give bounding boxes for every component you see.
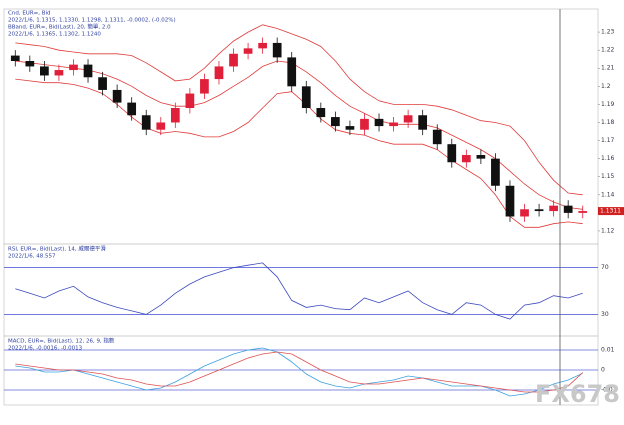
y-tick-label: 1.12 — [601, 227, 615, 234]
candle-body — [374, 118, 384, 127]
y-tick-label: 30 — [601, 311, 609, 318]
panel-title: RSI, EUR=, Bid(Last), 14, 威爾德平滑 — [8, 245, 106, 253]
candle-body — [214, 66, 224, 80]
candle-body — [40, 66, 49, 76]
y-tick-label: 0 — [601, 367, 605, 374]
candle-body — [520, 209, 529, 217]
band-upper — [15, 24, 583, 196]
panel-subtitle: 2022/1/6, 1.1315, 1.1330, 1.1298, 1.1311… — [8, 18, 176, 24]
y-tick-label: -0.01 — [601, 387, 617, 394]
candle-body — [345, 126, 355, 130]
candle-body — [534, 209, 544, 212]
y-tick-label: 1.19 — [601, 101, 615, 108]
candle-body — [432, 129, 442, 145]
candle-body — [549, 205, 558, 212]
candle-body — [272, 42, 282, 58]
candle-body — [447, 144, 457, 163]
y-tick-label: 1.17 — [601, 137, 615, 144]
candle-body — [185, 93, 195, 109]
watermark: FX678 — [535, 380, 620, 408]
candle-body — [563, 205, 573, 213]
y-tick-label: 1.15 — [601, 173, 615, 180]
candle-body — [112, 89, 122, 103]
candle-body — [578, 211, 588, 213]
candle-body — [403, 115, 413, 123]
panel-subtitle: 2022/1/6, 48.557 — [8, 254, 56, 260]
band-legend: BBand, EUR=, Bid(Last), 20, 簡單, 2.0 — [8, 23, 111, 31]
candle-body — [69, 64, 78, 71]
panel-title: Cnd, EUR=, Bid — [8, 11, 51, 17]
panel-title: MACD, EUR=, Bid(Last), 12, 26, 9, 指數 — [8, 337, 115, 345]
y-tick-label: 1.18 — [601, 119, 615, 126]
candle-body — [287, 57, 297, 87]
y-tick-label: 1.2 — [601, 83, 611, 90]
last-price-tag — [598, 207, 624, 216]
panel-subtitle: 2022/1/6, -0.0016, -0.0013 — [8, 346, 83, 352]
candle-body — [418, 115, 428, 130]
series-line — [15, 262, 583, 320]
candle-body — [25, 61, 35, 67]
y-tick-label: 1.14 — [601, 191, 615, 198]
y-tick-label: 1.16 — [601, 155, 615, 162]
frame — [3, 8, 599, 406]
candle-body — [10, 55, 20, 62]
candle-body — [54, 70, 64, 76]
candle-body — [156, 122, 166, 130]
candle-body — [461, 155, 471, 163]
candle-body — [301, 86, 311, 109]
candle-body — [229, 53, 238, 67]
candle-body — [127, 102, 137, 116]
y-tick-label: 70 — [601, 264, 609, 271]
series-line — [15, 347, 583, 397]
candle-body — [360, 118, 369, 130]
candle-body — [476, 155, 486, 159]
y-tick-label: 1.23 — [601, 29, 615, 36]
candle-body — [170, 108, 180, 123]
band-lower — [15, 78, 583, 228]
band-middle — [15, 60, 583, 210]
candle-body — [243, 48, 253, 54]
candle-body — [258, 42, 267, 49]
band-values: 2022/1/6, 1.1365, 1.1302, 1.1240 — [8, 32, 101, 38]
last-price-label: 1.1311 — [600, 208, 621, 215]
candle-body — [98, 77, 107, 90]
candle-body — [83, 64, 93, 78]
candle-body — [331, 117, 340, 127]
candle-body — [491, 158, 500, 186]
candle-body — [141, 115, 151, 130]
candle-body — [316, 108, 326, 118]
y-tick-label: 1.21 — [601, 65, 615, 72]
candle-body — [200, 79, 209, 94]
candle-body — [505, 185, 515, 217]
candle-body — [389, 122, 398, 127]
y-tick-label: 0.01 — [601, 347, 615, 354]
y-tick-label: 1.22 — [601, 47, 615, 54]
series-line — [15, 351, 583, 393]
